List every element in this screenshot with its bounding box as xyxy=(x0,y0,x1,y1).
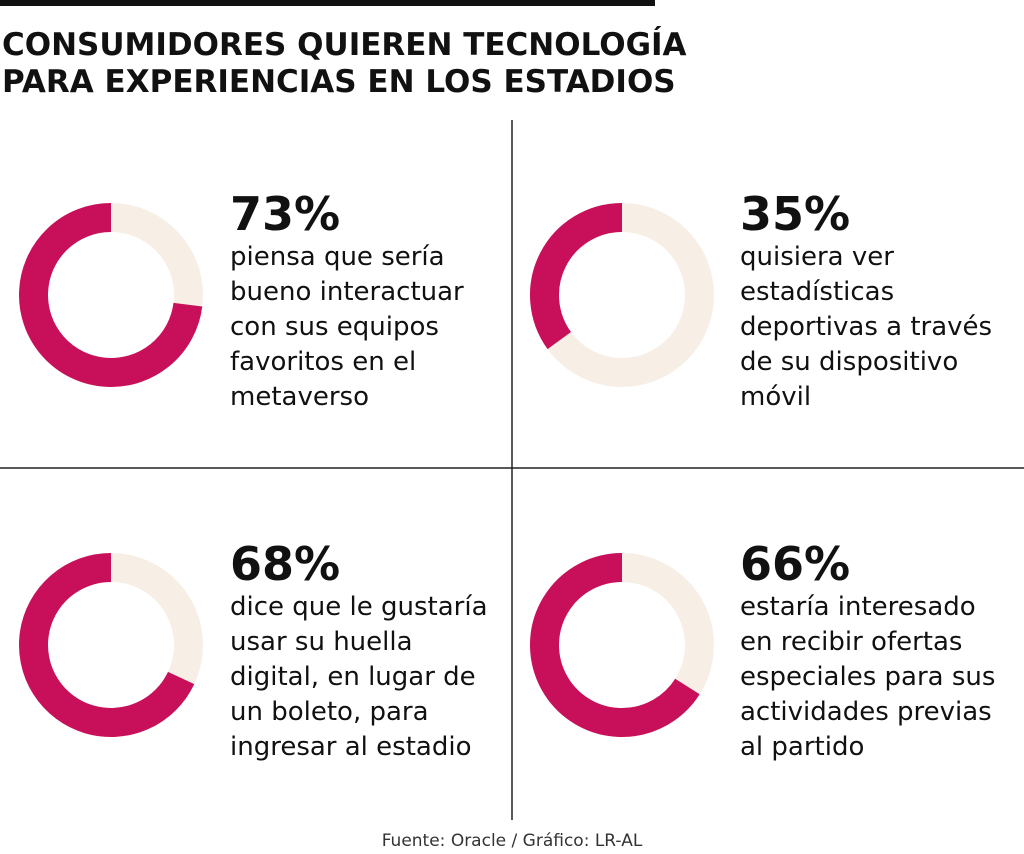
description-line: actividades previas xyxy=(740,697,992,727)
description-line: digital, en lugar de xyxy=(230,662,476,692)
description-line: de su dispositivo xyxy=(740,347,958,377)
value-label: 35% xyxy=(740,187,850,241)
description-line: estadísticas xyxy=(740,277,894,307)
description-line: favoritos en el xyxy=(230,347,416,377)
value-label: 66% xyxy=(740,537,850,591)
top-bar xyxy=(0,0,655,6)
description-line: un boleto, para xyxy=(230,697,429,727)
description-line: bueno interactuar xyxy=(230,277,464,307)
description-line: estaría interesado xyxy=(740,592,976,622)
donut-arc xyxy=(530,203,623,350)
description-line: piensa que sería xyxy=(230,242,445,272)
description-line: dice que le gustaría xyxy=(230,592,488,622)
description-line: metaverso xyxy=(230,382,369,412)
description-line: móvil xyxy=(740,382,811,412)
description-line: en recibir ofertas xyxy=(740,627,962,657)
title-line: PARA EXPERIENCIAS EN LOS ESTADIOS xyxy=(2,64,676,100)
donut-arc xyxy=(19,203,203,387)
description-line: especiales para sus xyxy=(740,662,995,692)
donut-arc xyxy=(19,553,195,737)
donut-arc xyxy=(530,553,700,737)
source: Fuente: Oracle / Gráfico: LR-AL xyxy=(382,831,643,851)
title-line: CONSUMIDORES QUIEREN TECNOLOGÍA xyxy=(2,27,687,63)
description-line: usar su huella xyxy=(230,627,413,657)
description-line: deportivas a través xyxy=(740,312,992,342)
description-line: con sus equipos xyxy=(230,312,439,342)
value-label: 73% xyxy=(230,187,340,241)
value-label: 68% xyxy=(230,537,340,591)
description-line: quisiera ver xyxy=(740,242,894,272)
description-line: ingresar al estadio xyxy=(230,732,471,762)
description-line: al partido xyxy=(740,732,864,762)
